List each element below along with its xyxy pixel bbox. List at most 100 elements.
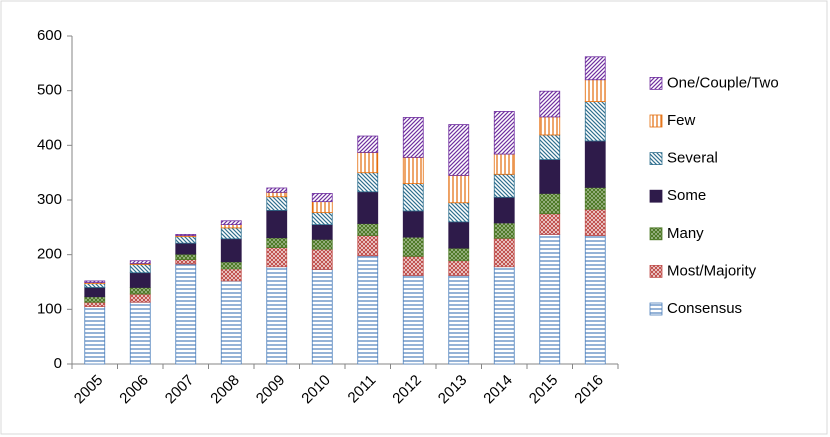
y-tick-label: 100: [37, 300, 62, 317]
bar-segment: [402, 156, 424, 185]
legend-label: Many: [667, 225, 704, 242]
bar-segment: [493, 111, 515, 155]
bar-segment: [402, 275, 424, 365]
bar-segment: [266, 209, 288, 239]
bar-segment: [584, 56, 606, 81]
bar-segment: [357, 152, 379, 174]
legend-swatch: [649, 227, 663, 241]
bar-segment: [220, 227, 242, 240]
bar-segment: [84, 287, 106, 298]
bar-segment: [311, 238, 333, 250]
bar-segment: [493, 237, 515, 268]
bar-segment: [266, 247, 288, 268]
bar-segment: [311, 201, 333, 213]
bar-segment: [129, 287, 151, 295]
bar-segment: [584, 101, 606, 142]
bar-segment: [584, 79, 606, 102]
y-tick-label: 400: [37, 136, 62, 153]
bar-segment: [129, 260, 151, 264]
bar-segment: [402, 117, 424, 158]
bar-segment: [175, 234, 197, 236]
legend-swatch: [649, 189, 663, 203]
bar-segment: [220, 224, 242, 229]
legend-swatch: [649, 264, 663, 278]
bar-segment: [266, 266, 288, 365]
bar-segment: [357, 135, 379, 153]
bar-segment: [493, 173, 515, 198]
bar-segment: [493, 222, 515, 239]
bar-segment: [129, 264, 151, 274]
y-tick-label: 600: [37, 27, 62, 44]
bar-segment: [220, 280, 242, 365]
bar-segment: [584, 140, 606, 188]
bar-segment: [175, 263, 197, 365]
bar-segment: [175, 242, 197, 255]
bar-segment: [357, 191, 379, 224]
bar-segment: [266, 237, 288, 248]
bar-segment: [266, 196, 288, 211]
bar-segment: [311, 212, 333, 226]
y-tick-label: 0: [54, 355, 62, 372]
bar-segment: [539, 159, 561, 194]
bar-segment: [539, 90, 561, 118]
legend-swatch: [649, 302, 663, 316]
bar-segment: [448, 247, 470, 262]
bar-segment: [584, 235, 606, 365]
bar-segment: [129, 293, 151, 303]
bar-segment: [402, 255, 424, 276]
legend-label: Few: [667, 112, 696, 129]
legend-label: Consensus: [667, 300, 742, 317]
bar-segment: [448, 202, 470, 223]
bar-segment: [311, 193, 333, 203]
bar-segment: [175, 259, 197, 265]
bar-segment: [402, 236, 424, 257]
bar-segment: [448, 260, 470, 276]
bar-segment: [584, 187, 606, 210]
legend-label: Some: [667, 187, 706, 204]
bar-segment: [357, 172, 379, 193]
bar-segment: [311, 269, 333, 365]
y-tick-label: 200: [37, 246, 62, 263]
bar-segment: [84, 301, 106, 307]
bar-segment: [175, 236, 197, 244]
bar-segment: [448, 174, 470, 204]
bar-segment: [220, 268, 242, 282]
y-tick-label: 500: [37, 82, 62, 99]
bar-segment: [220, 238, 242, 263]
bar-segment: [84, 296, 106, 303]
y-tick-label: 300: [37, 191, 62, 208]
bar-segment: [311, 248, 333, 270]
bar-segment: [539, 116, 561, 136]
bar-segment: [220, 220, 242, 225]
bar-segment: [175, 253, 197, 260]
legend-swatch: [649, 152, 663, 166]
bar-segment: [539, 134, 561, 160]
bar-segment: [357, 235, 379, 257]
bar-segment: [493, 266, 515, 365]
bar-segment: [129, 301, 151, 365]
bar-segment: [357, 255, 379, 365]
bar-segment: [311, 224, 333, 240]
bar-segment: [402, 183, 424, 212]
bar-segment: [129, 272, 151, 288]
bar-segment: [402, 210, 424, 238]
bar-segment: [84, 283, 106, 288]
bar-segment: [266, 191, 288, 198]
legend-label: Several: [667, 150, 718, 167]
bar-segment: [493, 153, 515, 175]
legend-swatch: [649, 77, 663, 90]
legend-swatch: [649, 114, 663, 128]
bar-segment: [493, 196, 515, 224]
bar-segment: [448, 221, 470, 249]
legend-label: One/Couple/Two: [667, 74, 779, 91]
bar-segment: [84, 280, 106, 283]
bar-segment: [448, 275, 470, 365]
bar-segment: [539, 193, 561, 215]
bar-segment: [448, 124, 470, 176]
bar-segment: [220, 261, 242, 270]
bar-segment: [584, 208, 606, 236]
bar-segment: [357, 223, 379, 236]
bar-segment: [266, 187, 288, 193]
bar-segment: [539, 213, 561, 235]
